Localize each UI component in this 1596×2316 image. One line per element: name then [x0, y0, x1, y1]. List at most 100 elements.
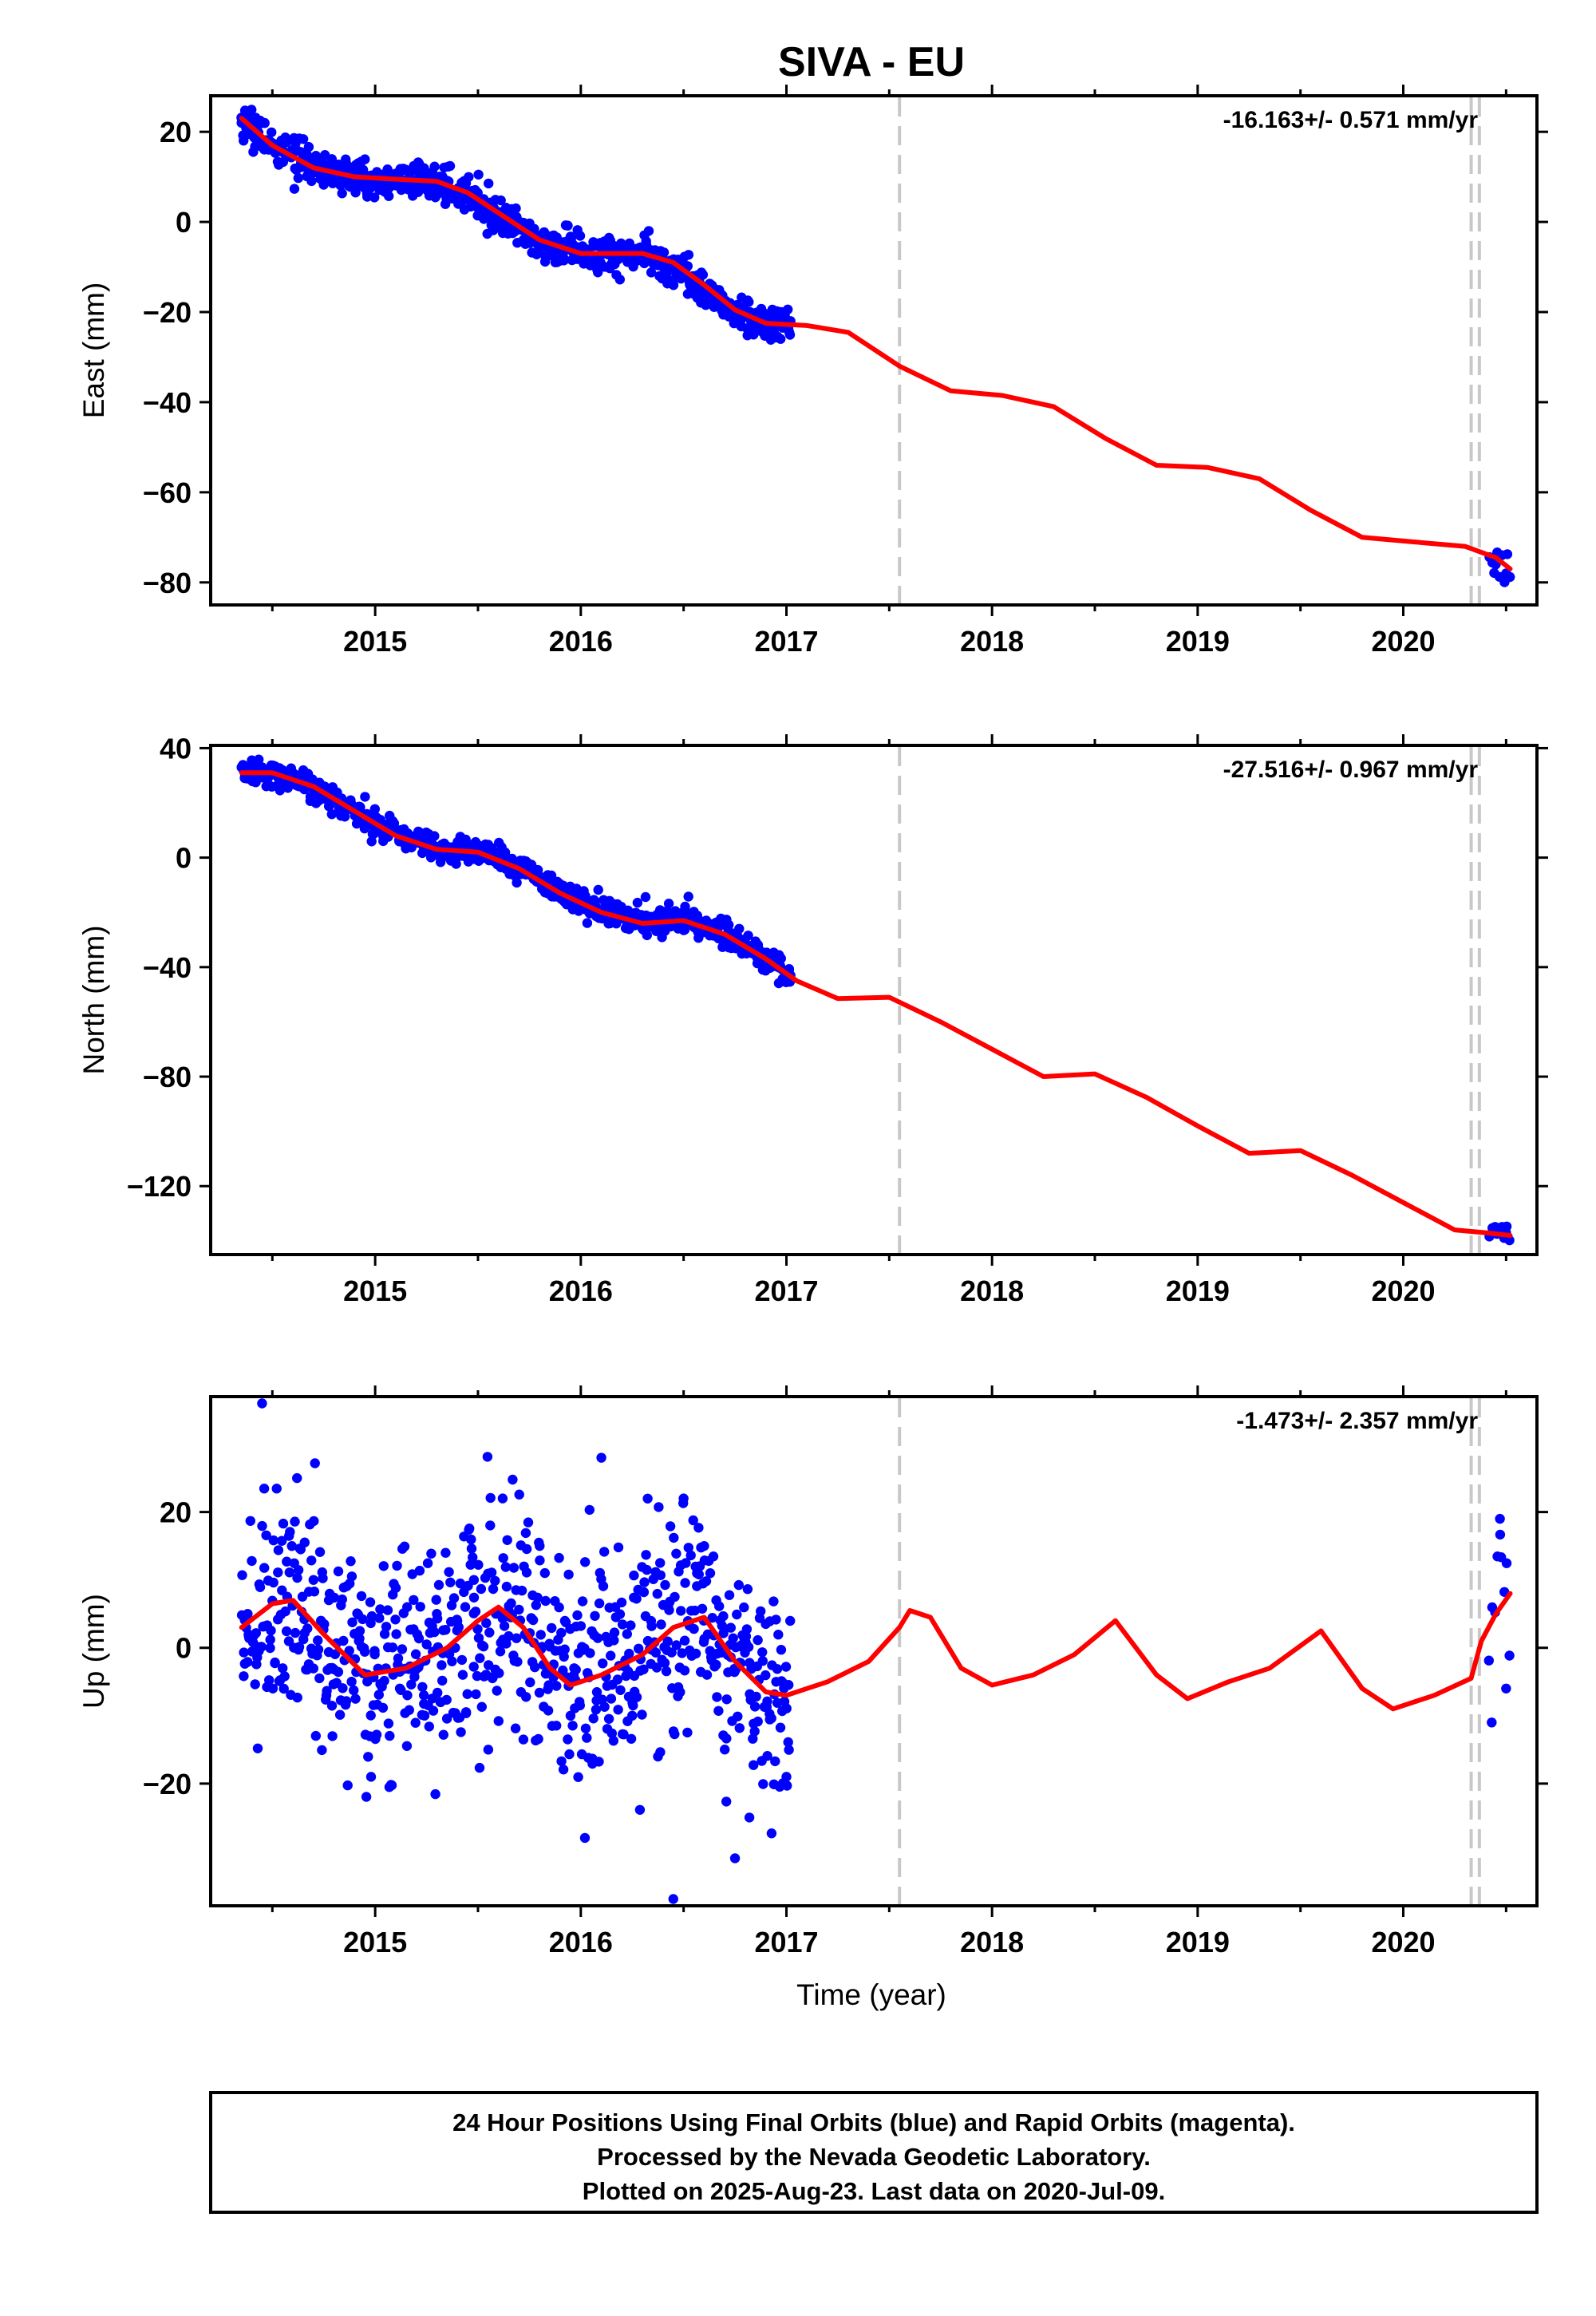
up-data-point: [277, 1535, 287, 1546]
up-data-point: [540, 1595, 551, 1607]
up-data-point: [508, 1474, 518, 1485]
up-data-point: [440, 1547, 451, 1558]
up-data-point: [421, 1639, 432, 1650]
up-data-point: [530, 1662, 540, 1673]
up-data-point: [475, 1653, 485, 1663]
up-data-point: [286, 1541, 297, 1551]
up-data-point: [638, 1587, 650, 1598]
up-data-point: [268, 1535, 279, 1546]
footer-line-1: 24 Hour Positions Using Final Orbits (bl…: [452, 2109, 1295, 2136]
north-data-point: [683, 891, 693, 902]
footer-line-2: Processed by the Nevada Geodetic Laborat…: [597, 2143, 1151, 2171]
up-data-point: [681, 1558, 691, 1568]
north-data-point: [339, 812, 350, 822]
east-data-point: [444, 160, 456, 172]
up-data-point: [266, 1625, 276, 1636]
up-data-point: [279, 1683, 289, 1694]
up-data-point: [259, 1563, 270, 1573]
up-data-point: [729, 1853, 741, 1863]
up-data-point: [510, 1723, 521, 1733]
north-data-point: [326, 809, 337, 820]
up-data-point: [476, 1701, 487, 1712]
up-x-tick-label: 2019: [1166, 1926, 1230, 1958]
up-data-point: [677, 1648, 687, 1658]
up-data-point: [781, 1772, 792, 1782]
up-data-point: [466, 1543, 477, 1554]
up-data-point: [718, 1628, 729, 1638]
east-data-point: [289, 184, 300, 194]
up-data-point: [714, 1601, 725, 1611]
up-data-point: [299, 1537, 310, 1547]
east-data-point: [496, 195, 506, 206]
up-data-point: [406, 1679, 417, 1690]
up-data-point: [371, 1729, 382, 1740]
up-data-point: [455, 1578, 466, 1589]
up-data-point: [309, 1516, 319, 1527]
east-data-point: [429, 161, 440, 172]
up-data-point: [292, 1692, 302, 1703]
up-data-point: [775, 1722, 786, 1733]
north-x-tick-label: 2018: [960, 1275, 1024, 1307]
up-data-point: [565, 1710, 576, 1721]
north-model-line: [239, 770, 1513, 1238]
up-data-point: [414, 1565, 425, 1576]
east-data-point: [559, 255, 569, 266]
up-data-point: [292, 1472, 302, 1484]
up-data-point: [543, 1705, 554, 1716]
north-data-point: [663, 899, 674, 909]
up-data-point: [783, 1737, 793, 1748]
up-data-point: [402, 1690, 413, 1701]
up-data-point: [495, 1646, 506, 1657]
up-data-point: [782, 1780, 792, 1791]
north-data-point: [640, 891, 651, 903]
up-data-point: [749, 1726, 760, 1737]
up-data-point: [585, 1648, 595, 1658]
up-data-point: [713, 1705, 724, 1716]
up-data-point: [310, 1730, 321, 1741]
up-data-point: [556, 1627, 567, 1638]
up-data-point: [448, 1593, 460, 1603]
up-data-point: [701, 1576, 712, 1587]
up-data-point: [462, 1689, 472, 1699]
up-data-point: [671, 1548, 681, 1559]
east-data-point: [1501, 568, 1511, 579]
up-data-point: [429, 1626, 440, 1638]
up-data-point: [622, 1629, 632, 1639]
up-data-point: [438, 1729, 448, 1740]
up-data-point: [612, 1674, 623, 1685]
up-data-point: [749, 1760, 759, 1770]
up-data-point: [757, 1656, 768, 1666]
up-data-point: [564, 1749, 575, 1760]
up-data-point: [641, 1550, 651, 1560]
up-data-point: [490, 1575, 500, 1587]
up-data-point: [344, 1646, 354, 1656]
up-data-point: [670, 1591, 680, 1603]
east-data-point: [362, 192, 373, 202]
up-data-point: [381, 1622, 392, 1632]
up-data-point: [733, 1711, 743, 1721]
up-rate-label: -1.473+/- 2.357 mm/yr: [1236, 1408, 1478, 1434]
up-data-point: [679, 1666, 690, 1676]
up-data-point: [651, 1662, 662, 1673]
up-data-point: [310, 1458, 320, 1468]
up-data-point: [678, 1493, 689, 1504]
up-data-point: [292, 1572, 302, 1583]
up-data-point: [252, 1743, 263, 1753]
up-x-tick-label: 2015: [343, 1926, 407, 1958]
up-data-point: [707, 1613, 717, 1623]
north-x-tick-label: 2017: [754, 1275, 818, 1307]
east-data-point: [783, 304, 793, 314]
up-data-point: [614, 1609, 626, 1619]
east-model-line: [239, 116, 1513, 571]
up-data-point: [456, 1727, 466, 1737]
up-data-point: [749, 1701, 760, 1712]
up-data-point: [751, 1691, 761, 1702]
up-data-point: [598, 1658, 608, 1669]
north-data-point: [1504, 1235, 1515, 1246]
north-y-tick-label: −80: [143, 1061, 192, 1093]
up-data-point: [419, 1710, 430, 1721]
up-data-point: [499, 1621, 510, 1631]
up-data-point: [284, 1567, 294, 1578]
up-data-point: [543, 1680, 554, 1690]
up-data-point: [358, 1614, 368, 1625]
